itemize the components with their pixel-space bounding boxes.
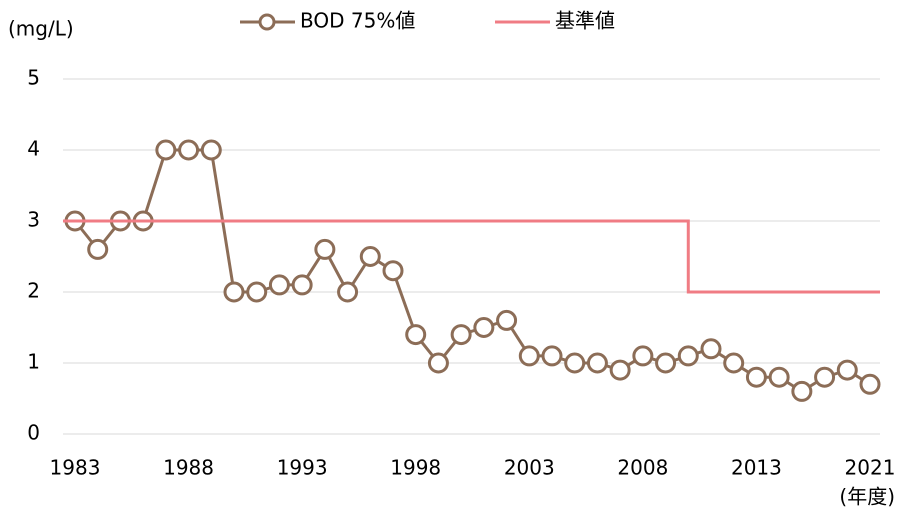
data-point [586, 352, 608, 374]
data-point [382, 260, 404, 282]
y-tick-label: 0 [27, 421, 40, 445]
data-point [791, 380, 813, 402]
legend-label: 基準値 [555, 9, 615, 33]
data-point [450, 324, 472, 346]
y-tick-label: 3 [27, 208, 40, 232]
y-tick-label: 4 [27, 137, 40, 161]
data-point [745, 366, 767, 388]
data-point [814, 366, 836, 388]
legend-label: BOD 75%値 [300, 9, 415, 33]
data-point [723, 352, 745, 374]
data-point [155, 139, 177, 161]
x-tick-label: 2013 [731, 456, 782, 480]
data-point [541, 345, 563, 367]
data-point [768, 366, 790, 388]
x-tick-label: 2021 [845, 456, 896, 480]
data-point [291, 274, 313, 296]
data-point [223, 281, 245, 303]
data-point [632, 345, 654, 367]
x-tick-label: 2003 [504, 456, 555, 480]
x-tick-label: 1983 [50, 456, 101, 480]
data-point [87, 238, 109, 260]
data-point [427, 352, 449, 374]
y-tick-label: 1 [27, 350, 40, 374]
y-tick-label: 5 [27, 66, 40, 90]
data-point [564, 352, 586, 374]
x-tick-label: 1998 [390, 456, 441, 480]
series-line [63, 219, 880, 294]
series-line [73, 148, 871, 394]
data-point [700, 338, 722, 360]
data-point [518, 345, 540, 367]
data-point [655, 352, 677, 374]
data-point [268, 274, 290, 296]
x-tick-label: 2008 [617, 456, 668, 480]
data-point [337, 281, 359, 303]
y-tick-label: 2 [27, 279, 40, 303]
data-point [359, 246, 381, 267]
data-point [496, 309, 518, 331]
data-point [609, 359, 631, 381]
data-point [246, 281, 268, 303]
data-point [178, 139, 200, 161]
x-axis-label: (年度) [839, 485, 895, 509]
data-point [200, 139, 222, 161]
data-point [314, 238, 336, 260]
x-tick-label: 1993 [277, 456, 328, 480]
data-point [677, 345, 699, 367]
data-point [859, 373, 881, 395]
data-point [473, 317, 495, 338]
data-point [836, 359, 858, 381]
legend-marker [258, 13, 276, 31]
y-axis-label: (mg/L) [8, 17, 74, 41]
data-point [405, 324, 427, 346]
x-tick-label: 1988 [163, 456, 214, 480]
